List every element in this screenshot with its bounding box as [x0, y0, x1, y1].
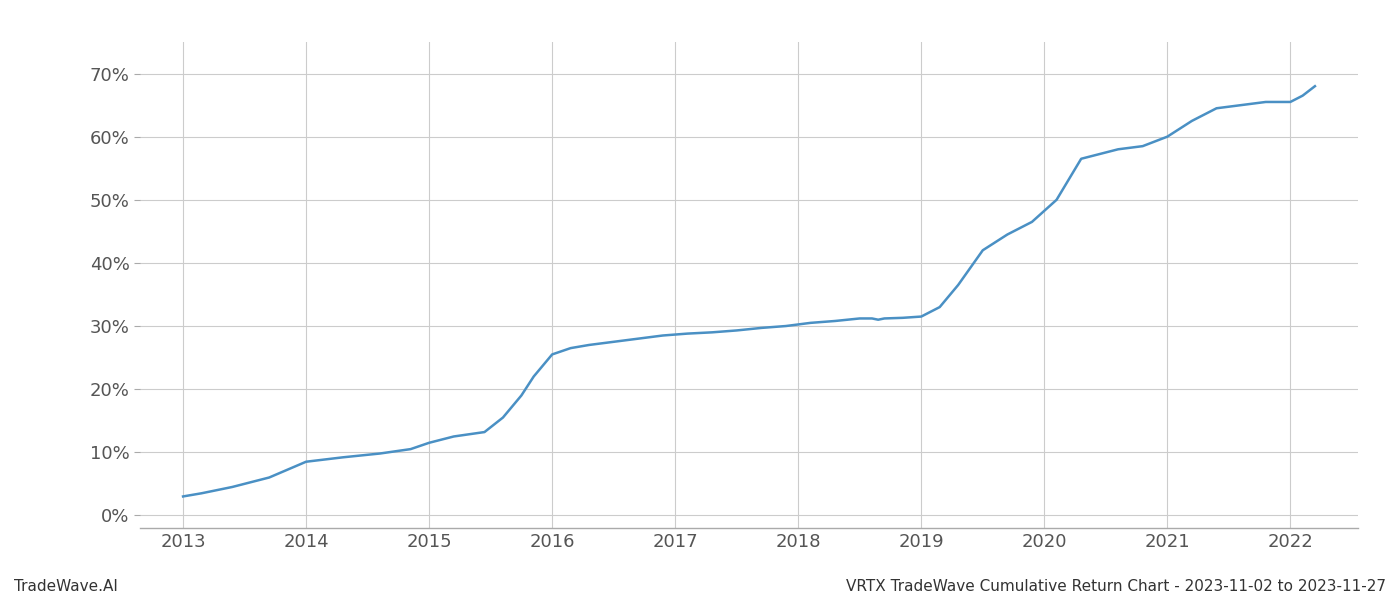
Text: VRTX TradeWave Cumulative Return Chart - 2023-11-02 to 2023-11-27: VRTX TradeWave Cumulative Return Chart -…	[846, 579, 1386, 594]
Text: TradeWave.AI: TradeWave.AI	[14, 579, 118, 594]
